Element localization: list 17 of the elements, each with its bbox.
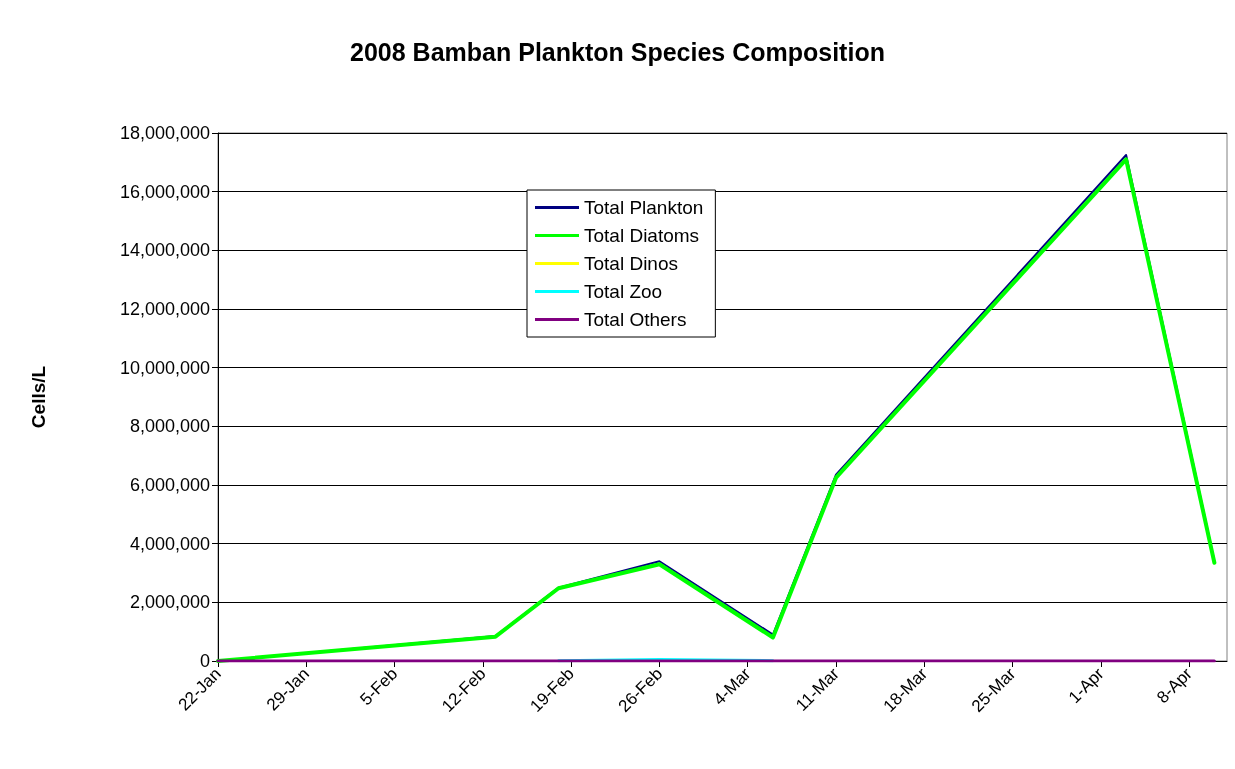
y-tick-label: 2,000,000 [129, 592, 210, 613]
legend-label: Total Diatoms [584, 225, 700, 246]
y-tick-label: 16,000,000 [119, 181, 210, 202]
y-tick-label: 10,000,000 [119, 357, 210, 378]
y-tick-label: 12,000,000 [119, 299, 210, 319]
legend-label: Total Dinos [584, 253, 678, 274]
y-axis-title: Cells/L [28, 365, 49, 429]
y-tick-label: 8,000,000 [129, 416, 210, 437]
legend-label: Total Zoo [584, 281, 663, 302]
y-tick-label: 0 [199, 651, 210, 671]
y-tick-label: 6,000,000 [129, 475, 210, 495]
legend-label: Total Plankton [584, 197, 704, 218]
y-tick-label: 18,000,000 [119, 123, 210, 143]
y-tick-label: 4,000,000 [129, 533, 210, 554]
chart-title: 2008 Bamban Plankton Species Composition [350, 37, 885, 66]
y-tick-label: 14,000,000 [119, 240, 210, 261]
legend-label: Total Others [584, 309, 687, 330]
